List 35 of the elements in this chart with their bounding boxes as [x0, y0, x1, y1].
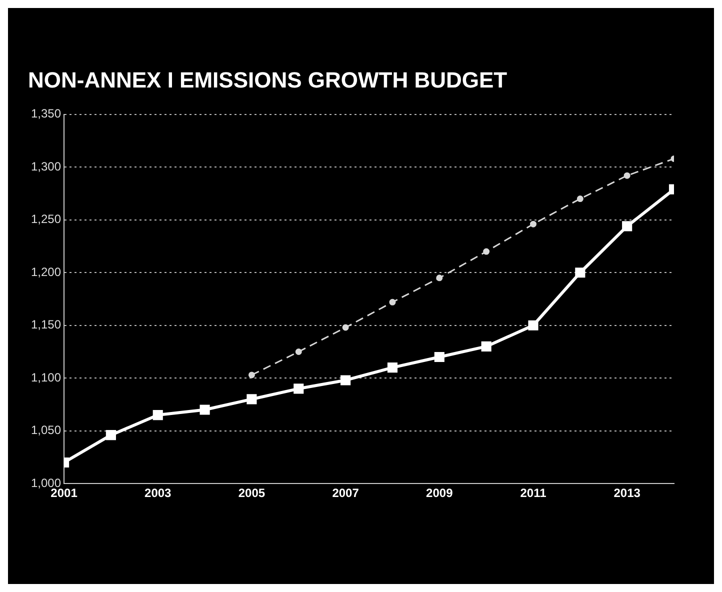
y-tick-label: 1,250 — [31, 212, 62, 226]
point — [248, 372, 255, 378]
y-tick-label: 1,150 — [31, 318, 62, 332]
x-tick-label: 2005 — [238, 486, 266, 500]
point — [528, 320, 538, 330]
point — [481, 341, 492, 352]
point — [436, 274, 443, 282]
y-tick-label: 1,350 — [31, 106, 62, 121]
point — [530, 220, 536, 228]
x-tick-label: 2003 — [144, 486, 172, 500]
y-tick-label: 1,100 — [31, 370, 62, 384]
y-tick-label: 1,050 — [31, 423, 62, 438]
point — [624, 172, 630, 179]
point — [575, 268, 586, 278]
x-tick-label: 2013 — [614, 486, 641, 500]
point — [295, 348, 302, 355]
point — [246, 394, 257, 404]
point — [622, 221, 632, 232]
point — [483, 248, 490, 255]
y-tick-label: 1,200 — [31, 264, 62, 279]
x-tick-label: 2011 — [520, 486, 547, 500]
point — [152, 410, 163, 420]
chart-title: NON-ANNEX I EMISSIONS GROWTH BUDGET — [28, 67, 508, 92]
point — [387, 362, 398, 373]
point — [389, 298, 396, 306]
point — [576, 196, 584, 202]
x-tick-label: 2009 — [426, 486, 454, 500]
point — [106, 430, 116, 440]
point — [342, 324, 349, 331]
x-tick-label: 2007 — [332, 486, 360, 500]
y-tick-label: 1,300 — [31, 159, 62, 174]
point — [200, 404, 210, 415]
point — [294, 384, 304, 394]
point — [434, 352, 444, 362]
point — [340, 375, 351, 386]
